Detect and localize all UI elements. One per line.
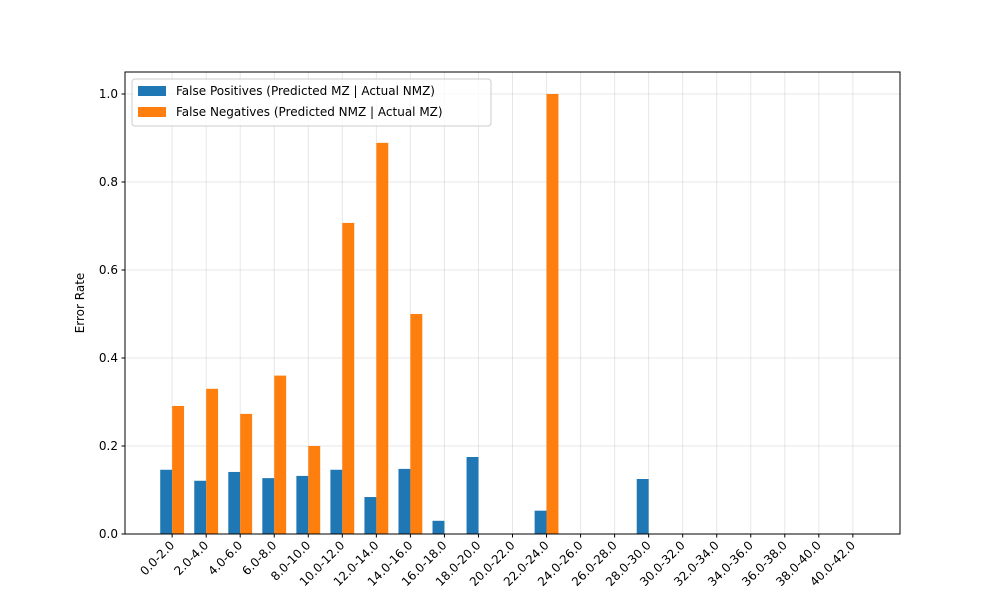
legend-label-false-negatives: False Negatives (Predicted NMZ | Actual … <box>176 105 443 119</box>
y-tick-label: 0.6 <box>99 263 118 277</box>
false-positive-bar <box>466 457 479 534</box>
false-positive-bar <box>398 468 411 534</box>
false-positive-bar <box>534 510 547 534</box>
false-negative-bar <box>546 94 559 534</box>
legend-swatch-false-positives <box>138 86 166 96</box>
false-positive-bar <box>432 520 445 534</box>
false-negative-bar <box>274 375 287 534</box>
x-tick-label: 4.0-6.0 <box>205 538 245 578</box>
false-positive-bar <box>296 475 309 534</box>
legend-swatch-false-negatives <box>138 107 166 117</box>
y-tick-label: 0.8 <box>99 175 118 189</box>
false-positive-bar <box>330 469 343 534</box>
false-negative-bar <box>240 413 253 534</box>
bars <box>160 94 649 535</box>
legend-box <box>131 78 492 127</box>
false-negative-bar <box>206 388 219 534</box>
y-tick-label: 0.2 <box>99 439 118 453</box>
legend: False Positives (Predicted MZ | Actual N… <box>131 78 492 127</box>
legend-label-false-positives: False Positives (Predicted MZ | Actual N… <box>176 84 435 98</box>
y-tick-label: 0.0 <box>99 527 118 541</box>
false-negative-bar <box>308 446 321 534</box>
false-positive-bar <box>194 480 207 534</box>
false-positive-bar <box>160 469 173 534</box>
false-negative-bar <box>172 405 185 534</box>
y-tick-label: 0.4 <box>99 351 118 365</box>
x-ticks: 0.0-2.02.0-4.04.0-6.06.0-8.08.0-10.010.0… <box>137 534 858 589</box>
false-negative-bar <box>376 142 389 534</box>
false-positive-bar <box>228 471 241 534</box>
y-axis-label: Error Rate <box>73 273 87 334</box>
false-negative-bar <box>410 314 423 534</box>
false-negative-bar <box>342 222 355 535</box>
false-positive-bar <box>636 479 649 534</box>
x-tick-label: 0.0-2.0 <box>137 538 177 578</box>
x-tick-label: 2.0-4.0 <box>171 538 211 578</box>
false-positive-bar <box>364 497 377 534</box>
false-positive-bar <box>262 478 275 534</box>
y-ticks: 0.0 0.2 0.4 0.6 0.8 1.0 <box>99 87 125 541</box>
y-tick-label: 1.0 <box>99 87 118 101</box>
